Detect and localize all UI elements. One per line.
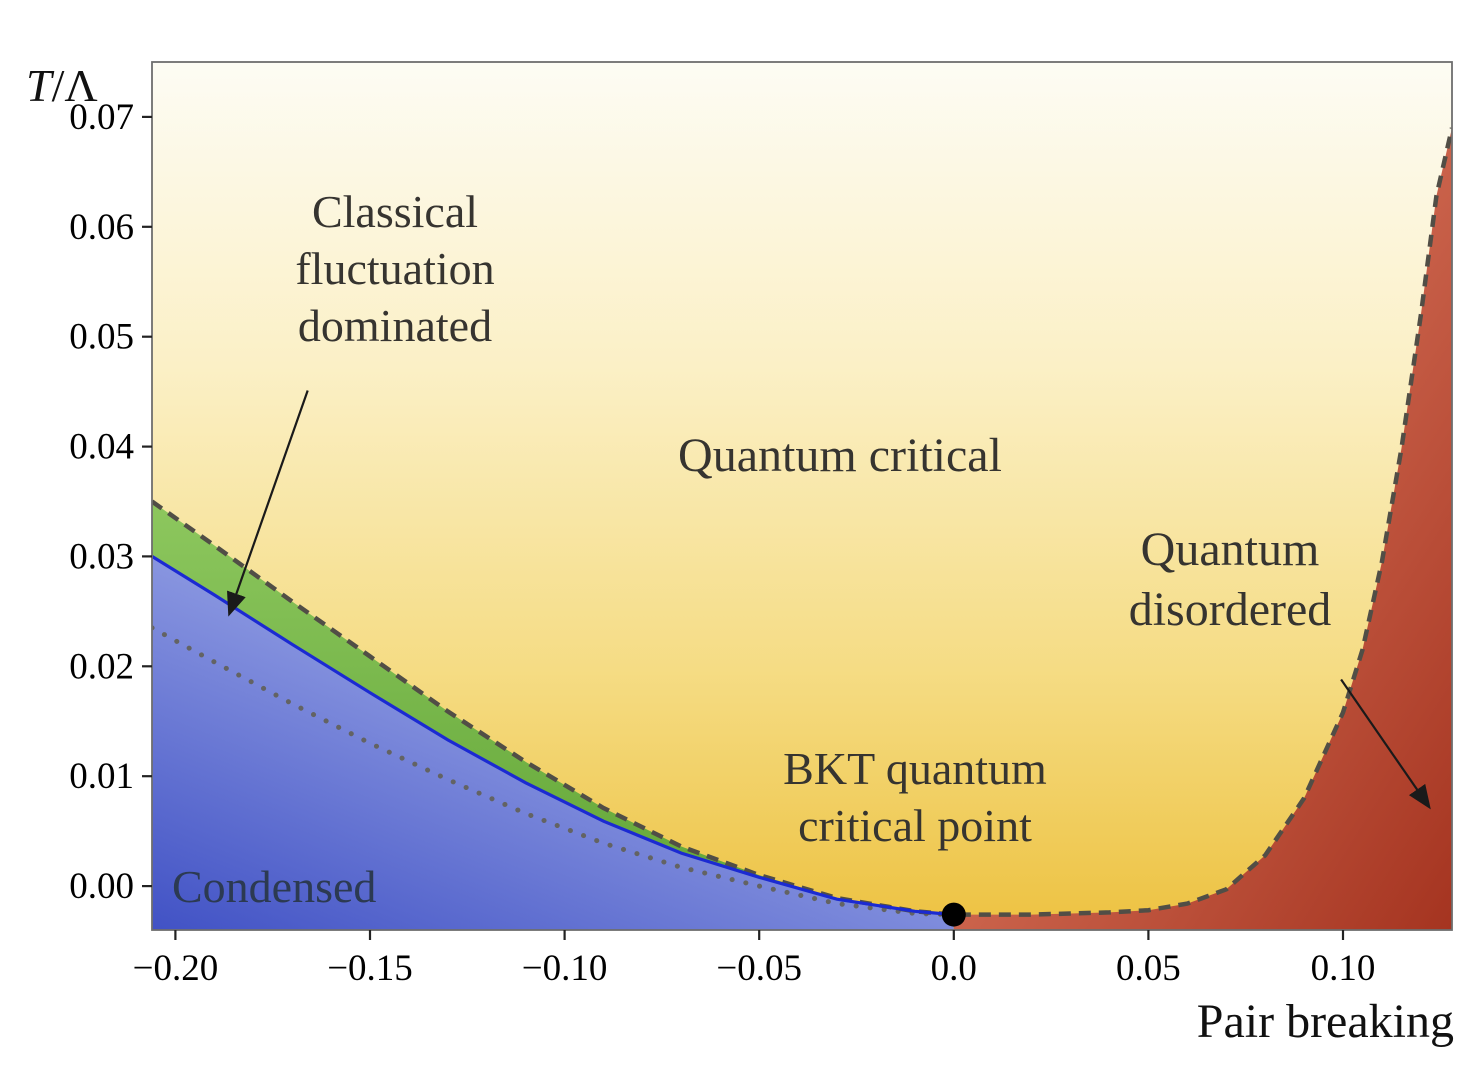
bkt-transition-blue-line: [152, 555, 954, 917]
plot-frame: [151, 61, 1453, 931]
y-tick-label: 0.00: [69, 866, 134, 907]
phase-boundary-dashed-line: [152, 127, 1452, 917]
x-tick-label: −0.20: [133, 948, 219, 989]
disordered-annotation-arrow: [1340, 678, 1431, 810]
y-tick-label: 0.03: [69, 536, 134, 577]
y-axis-title-italic: T: [26, 60, 52, 112]
x-tick-label: 0.10: [1311, 948, 1376, 989]
x-tick-label: 0.05: [1116, 948, 1181, 989]
quantum-disordered-region: [953, 127, 1452, 930]
region-label-quantum-disordered: Quantum disordered: [1128, 523, 1332, 636]
region-label-classical-fluctuation: Classical fluctuation dominated: [295, 186, 495, 352]
y-tick-label: 0.07: [69, 97, 134, 138]
y-tick-label: 0.01: [69, 756, 134, 797]
y-tick-label: 0.04: [69, 427, 134, 468]
classical-annotation-arrow: [227, 390, 309, 617]
region-label-condensed: Condensed: [172, 861, 377, 912]
x-tick-label: 0.0: [931, 948, 977, 989]
y-tick-label: 0.06: [69, 207, 134, 248]
y-tick-label: 0.05: [69, 317, 134, 358]
region-label-quantum-critical: Quantum critical: [678, 429, 1002, 482]
y-axis-title-rest: /Λ: [51, 60, 98, 112]
x-axis-title: Pair breaking: [1196, 995, 1454, 1048]
y-axis-title: T/Λ: [26, 0, 226, 114]
x-tick-label: −0.15: [327, 948, 413, 989]
x-tick-label: −0.10: [522, 948, 608, 989]
annotation-bkt-quantum-critical-point: BKT quantum critical point: [783, 743, 1047, 852]
y-tick-label: 0.02: [69, 646, 134, 687]
condensed-region: [152, 556, 954, 930]
bkt-quantum-critical-point-dot: [941, 902, 966, 927]
x-tick-label: −0.05: [716, 948, 802, 989]
